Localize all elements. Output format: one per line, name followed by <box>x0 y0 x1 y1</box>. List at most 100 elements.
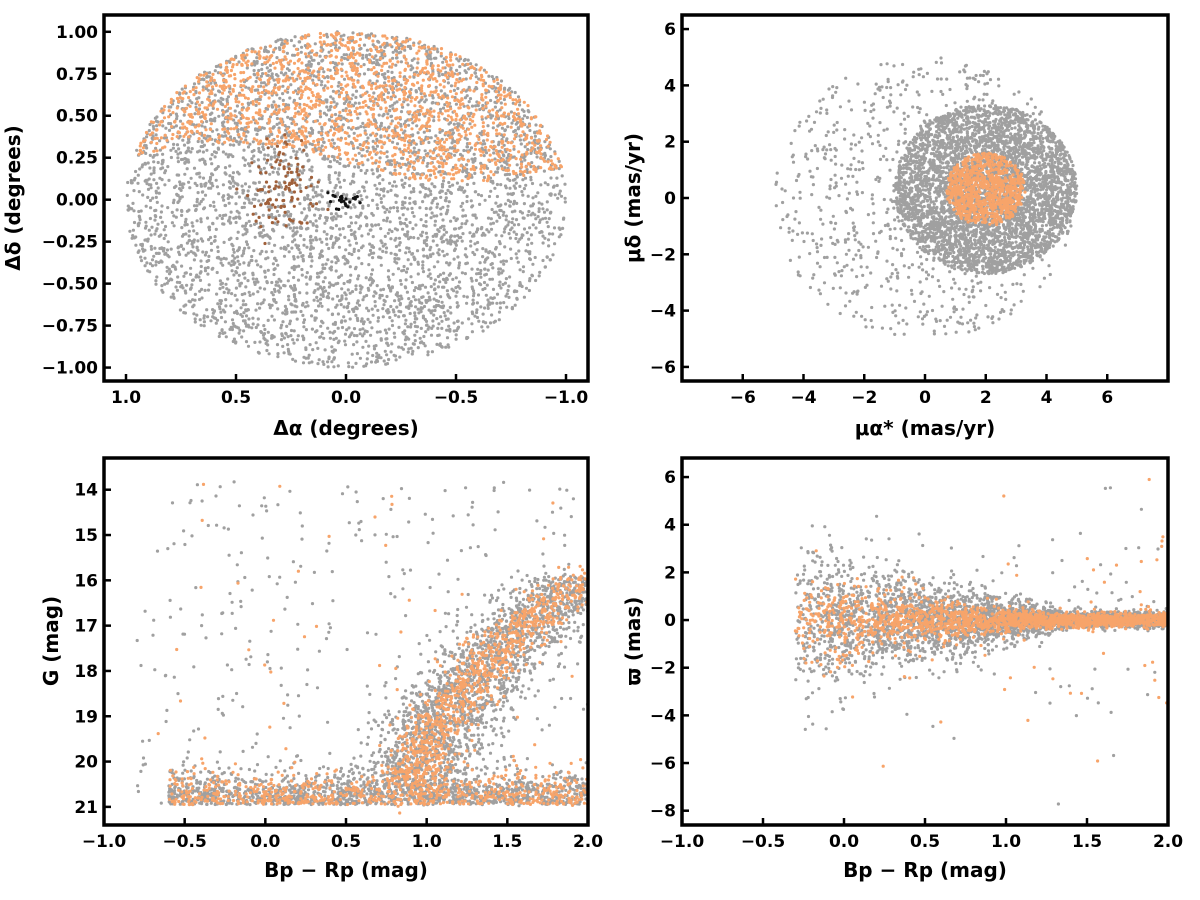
data-point <box>521 130 525 134</box>
data-point <box>531 196 535 200</box>
data-point <box>421 270 426 274</box>
data-point <box>271 262 275 266</box>
data-point <box>387 327 391 331</box>
data-point <box>483 233 487 237</box>
data-point <box>160 204 164 208</box>
data-point <box>462 58 466 63</box>
data-point <box>257 231 261 235</box>
data-point <box>334 55 338 59</box>
data-point <box>541 258 545 263</box>
data-point <box>175 135 179 139</box>
data-point <box>334 236 338 240</box>
data-point <box>263 327 267 332</box>
data-point <box>260 90 264 95</box>
data-point <box>354 265 358 269</box>
data-point <box>300 254 304 258</box>
data-point <box>377 63 381 67</box>
data-point <box>279 185 284 189</box>
data-point <box>409 322 413 326</box>
data-point <box>429 168 433 173</box>
data-point <box>223 331 227 335</box>
data-point <box>308 277 312 281</box>
data-point <box>309 234 313 238</box>
data-point <box>332 348 336 352</box>
data-point <box>426 194 430 198</box>
data-point <box>374 97 378 101</box>
data-point <box>266 82 270 86</box>
data-point <box>471 302 475 306</box>
data-point <box>368 248 373 253</box>
data-point <box>403 48 407 52</box>
data-point <box>429 309 433 314</box>
data-point <box>356 116 360 120</box>
data-point <box>308 44 312 48</box>
data-point <box>331 199 335 203</box>
data-point <box>495 219 499 223</box>
data-point <box>354 287 358 291</box>
data-point <box>320 249 324 253</box>
data-point <box>419 326 423 330</box>
data-point <box>337 46 341 50</box>
data-point <box>546 144 550 148</box>
data-point <box>186 130 190 134</box>
data-point <box>508 86 512 90</box>
data-point <box>529 178 533 182</box>
data-point <box>481 329 485 333</box>
data-point <box>306 71 310 75</box>
data-point <box>278 117 282 121</box>
data-point <box>254 308 258 312</box>
data-point <box>159 109 163 113</box>
data-point <box>187 208 191 212</box>
data-point <box>541 234 545 238</box>
data-point <box>471 289 476 293</box>
data-point <box>211 311 215 315</box>
data-point <box>235 266 239 270</box>
data-point <box>172 214 176 218</box>
data-point <box>315 92 320 96</box>
data-point <box>362 295 366 299</box>
data-point <box>219 101 223 105</box>
data-point <box>499 84 503 88</box>
data-point <box>331 138 335 142</box>
data-point <box>386 95 390 99</box>
data-point <box>153 116 157 120</box>
data-point <box>236 183 240 187</box>
data-point <box>310 360 314 364</box>
data-point <box>404 270 409 274</box>
data-point <box>184 217 188 221</box>
data-point <box>340 296 344 300</box>
data-point <box>286 343 290 347</box>
data-point <box>224 66 228 70</box>
data-point <box>242 205 246 209</box>
data-point <box>237 273 241 277</box>
data-point <box>237 211 241 215</box>
data-point <box>175 260 179 264</box>
data-point <box>233 72 237 77</box>
data-point <box>534 217 538 221</box>
data-point <box>359 211 363 215</box>
data-point <box>269 206 273 210</box>
data-point <box>161 160 165 164</box>
data-point <box>149 233 153 237</box>
data-point <box>346 361 350 365</box>
data-point <box>427 295 431 299</box>
data-point <box>155 275 159 279</box>
data-point <box>257 102 261 106</box>
data-point <box>369 228 373 232</box>
data-point <box>470 322 474 326</box>
data-point <box>456 86 460 91</box>
data-point <box>374 54 378 58</box>
data-point <box>389 97 393 101</box>
data-point <box>292 255 296 259</box>
data-point <box>247 198 251 202</box>
data-point <box>352 249 356 254</box>
data-point <box>497 272 501 276</box>
data-point <box>470 125 474 129</box>
data-point <box>254 103 258 107</box>
data-point <box>495 182 499 187</box>
data-point <box>371 34 375 38</box>
data-point <box>441 60 445 64</box>
data-point <box>389 350 393 354</box>
data-point <box>187 239 191 243</box>
data-point <box>349 228 353 232</box>
